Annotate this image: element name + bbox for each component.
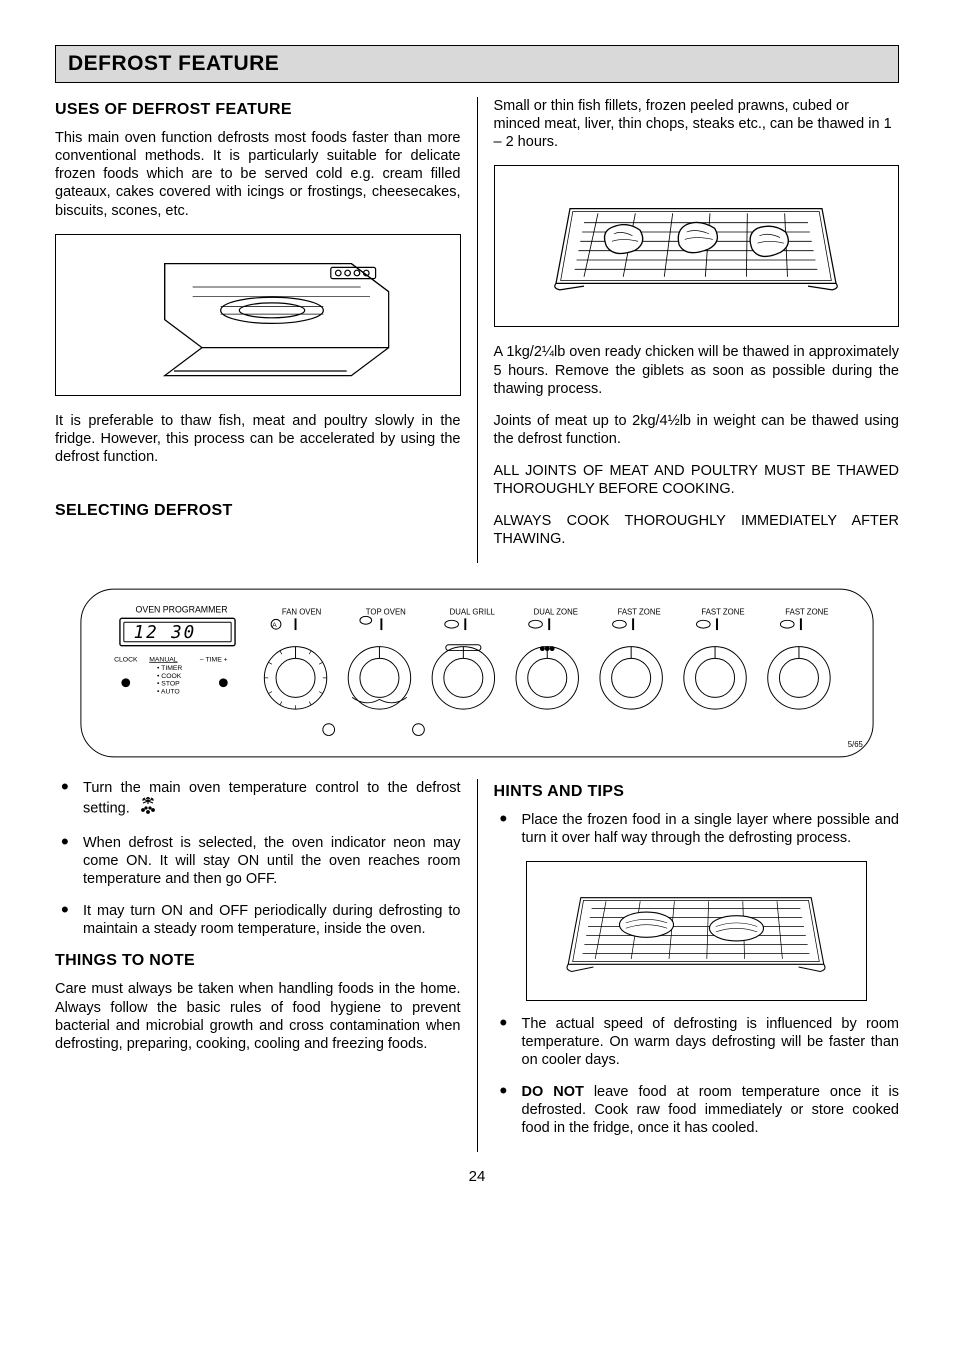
- svg-text:FAN OVEN: FAN OVEN: [282, 607, 321, 616]
- svg-text:DUAL ZONE: DUAL ZONE: [534, 607, 578, 616]
- hints-list-2: The actual speed of defrosting is influe…: [494, 1015, 900, 1138]
- svg-text:DUAL GRILL: DUAL GRILL: [450, 607, 496, 616]
- svg-text:FAST ZONE: FAST ZONE: [617, 607, 660, 616]
- selecting-li3: It may turn ON and OFF periodically duri…: [55, 902, 461, 938]
- right-p1: Small or thin fish fillets, frozen peele…: [494, 97, 900, 151]
- right-col-upper: Small or thin fish fillets, frozen peele…: [478, 97, 900, 563]
- hints-list-1: Place the frozen food in a single layer …: [494, 811, 900, 847]
- svg-text:CLOCK: CLOCK: [114, 656, 138, 663]
- hints-li1: Place the frozen food in a single layer …: [494, 811, 900, 847]
- left-col-lower: Turn the main oven temperature control t…: [55, 779, 477, 1152]
- page-number: 24: [55, 1168, 899, 1185]
- right-col-lower: HINTS AND TIPS Place the frozen food in …: [478, 779, 900, 1152]
- uses-p2: It is preferable to thaw fish, meat and …: [55, 412, 461, 466]
- left-col-upper: USES OF DEFROST FEATURE This main oven f…: [55, 97, 477, 563]
- oven-tray-flat-illustration: [526, 861, 867, 1001]
- oven-open-illustration: [55, 234, 461, 396]
- hints-li3-bold: DO NOT: [522, 1084, 584, 1100]
- page-title-bar: DEFROST FEATURE: [55, 45, 899, 83]
- heading-hints: HINTS AND TIPS: [494, 783, 900, 801]
- svg-text:12 30: 12 30: [134, 622, 197, 642]
- heading-things: THINGS TO NOTE: [55, 952, 461, 970]
- things-p1: Care must always be taken when handling …: [55, 980, 461, 1053]
- lower-columns: Turn the main oven temperature control t…: [55, 779, 899, 1152]
- svg-text:TOP OVEN: TOP OVEN: [366, 607, 406, 616]
- oven-tray-meat-illustration: [494, 165, 900, 327]
- right-p2: A 1kg/2¼lb oven ready chicken will be th…: [494, 343, 900, 397]
- heading-selecting: SELECTING DEFROST: [55, 502, 461, 520]
- svg-text:• STOP: • STOP: [157, 680, 180, 687]
- selecting-li2: When defrost is selected, the oven indic…: [55, 834, 461, 888]
- tray-meat-svg: [546, 176, 846, 316]
- hints-li2: The actual speed of defrosting is influe…: [494, 1015, 900, 1069]
- svg-text:• AUTO: • AUTO: [157, 688, 180, 695]
- upper-columns: USES OF DEFROST FEATURE This main oven f…: [55, 97, 899, 563]
- svg-text:OVEN PROGRAMMER: OVEN PROGRAMMER: [136, 604, 228, 614]
- control-panel-svg: OVEN PROGRAMMER 12 30 CLOCK MANUAL – TIM…: [77, 585, 877, 761]
- defrost-icon: [138, 797, 158, 820]
- right-p5: ALWAYS COOK THOROUGHLY IMMEDIATELY AFTER…: [494, 512, 900, 548]
- selecting-li1: Turn the main oven temperature control t…: [55, 779, 461, 820]
- tray-flat-svg: [561, 872, 831, 990]
- page-title: DEFROST FEATURE: [68, 52, 886, 76]
- hints-li3: DO NOT leave food at room temperature on…: [494, 1083, 900, 1137]
- svg-text:FAST ZONE: FAST ZONE: [701, 607, 744, 616]
- svg-text:MANUAL: MANUAL: [149, 656, 178, 663]
- svg-text:A: A: [272, 622, 277, 629]
- svg-text:• COOK: • COOK: [157, 672, 182, 679]
- right-p4: ALL JOINTS OF MEAT AND POULTRY MUST BE T…: [494, 462, 900, 498]
- selecting-list: Turn the main oven temperature control t…: [55, 779, 461, 939]
- svg-text:FAST ZONE: FAST ZONE: [785, 607, 828, 616]
- heading-uses: USES OF DEFROST FEATURE: [55, 101, 461, 119]
- right-p3: Joints of meat up to 2kg/4½lb in weight …: [494, 412, 900, 448]
- uses-p1: This main oven function defrosts most fo…: [55, 129, 461, 220]
- svg-text:5/65: 5/65: [848, 740, 864, 749]
- oven-open-svg: [108, 245, 408, 385]
- control-panel-illustration: OVEN PROGRAMMER 12 30 CLOCK MANUAL – TIM…: [55, 585, 899, 761]
- svg-text:– TIME +: – TIME +: [200, 656, 228, 663]
- svg-text:• TIMER: • TIMER: [157, 665, 182, 672]
